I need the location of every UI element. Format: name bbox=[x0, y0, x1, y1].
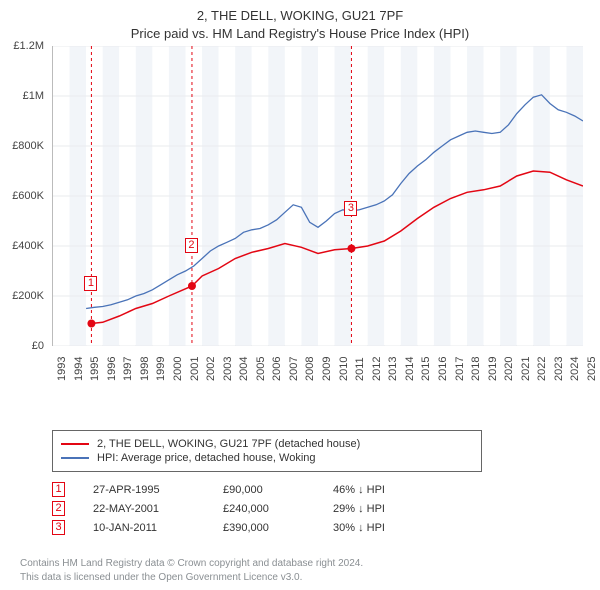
x-tick-label: 1999 bbox=[155, 357, 159, 381]
x-tick-label: 1994 bbox=[73, 357, 77, 381]
title-sub: Price paid vs. HM Land Registry's House … bbox=[0, 26, 600, 41]
x-tick-label: 2008 bbox=[304, 357, 308, 381]
x-tick-label: 1998 bbox=[139, 357, 143, 381]
legend-swatch bbox=[61, 443, 89, 445]
plot-svg bbox=[53, 46, 583, 346]
x-tick-label: 2011 bbox=[354, 357, 358, 381]
chart-titles: 2, THE DELL, WOKING, GU21 7PF Price paid… bbox=[0, 0, 600, 41]
sale-marker-1: 1 bbox=[84, 276, 97, 291]
title-main: 2, THE DELL, WOKING, GU21 7PF bbox=[0, 8, 600, 23]
x-tick-label: 2015 bbox=[420, 357, 424, 381]
sales-date: 10-JAN-2011 bbox=[93, 522, 223, 534]
legend-label: 2, THE DELL, WOKING, GU21 7PF (detached … bbox=[97, 438, 360, 450]
legend-item: 2, THE DELL, WOKING, GU21 7PF (detached … bbox=[61, 438, 473, 450]
x-tick-label: 1996 bbox=[106, 357, 110, 381]
sale-marker-3: 3 bbox=[344, 201, 357, 216]
x-axis: 1993 1994 1995 1996 1997 1998 1999 2000 2001 2002… bbox=[52, 349, 582, 385]
sales-date: 27-APR-1995 bbox=[93, 484, 223, 496]
x-tick-label: 2016 bbox=[437, 357, 441, 381]
x-tick-label: 2014 bbox=[404, 357, 408, 381]
sales-date: 22-MAY-2001 bbox=[93, 503, 223, 515]
sales-price: £240,000 bbox=[223, 503, 333, 515]
y-tick-label: £0 bbox=[0, 340, 44, 352]
x-tick-label: 1993 bbox=[56, 357, 60, 381]
x-tick-label: 2005 bbox=[255, 357, 259, 381]
y-tick-label: £1.2M bbox=[0, 40, 44, 52]
sales-diff: 29% ↓ HPI bbox=[333, 503, 443, 515]
sales-marker: 1 bbox=[52, 482, 65, 497]
footer: Contains HM Land Registry data © Crown c… bbox=[20, 557, 363, 584]
legend-swatch bbox=[61, 457, 89, 459]
x-tick-label: 2000 bbox=[172, 357, 176, 381]
x-tick-label: 2004 bbox=[238, 357, 242, 381]
sales-price: £90,000 bbox=[223, 484, 333, 496]
x-tick-label: 2019 bbox=[487, 357, 491, 381]
x-tick-label: 2006 bbox=[271, 357, 275, 381]
x-tick-label: 1997 bbox=[122, 357, 126, 381]
x-tick-label: 2009 bbox=[321, 357, 325, 381]
sales-row: 1 27-APR-1995£90,00046% ↓ HPI bbox=[52, 482, 552, 497]
x-tick-label: 2017 bbox=[454, 357, 458, 381]
sale-marker-2: 2 bbox=[185, 238, 198, 253]
sales-row: 2 22-MAY-2001£240,00029% ↓ HPI bbox=[52, 501, 552, 516]
legend: 2, THE DELL, WOKING, GU21 7PF (detached … bbox=[52, 430, 482, 472]
y-axis: £0£200K£400K£600K£800K£1M£1.2M bbox=[0, 46, 48, 346]
sales-table: 1 27-APR-1995£90,00046% ↓ HPI 2 22-MAY-2001… bbox=[52, 478, 552, 539]
y-tick-label: £400K bbox=[0, 240, 44, 252]
footer-line-1: Contains HM Land Registry data © Crown c… bbox=[20, 557, 363, 571]
legend-item: HPI: Average price, detached house, Woki… bbox=[61, 452, 473, 464]
plot-area: 1 2 3 bbox=[52, 46, 582, 346]
y-tick-label: £1M bbox=[0, 90, 44, 102]
sales-price: £390,000 bbox=[223, 522, 333, 534]
x-tick-label: 2023 bbox=[553, 357, 557, 381]
sales-row: 3 10-JAN-2011£390,00030% ↓ HPI bbox=[52, 520, 552, 535]
chart-area: £0£200K£400K£600K£800K£1M£1.2M 123 19931… bbox=[0, 46, 600, 386]
x-tick-label: 2025 bbox=[586, 357, 590, 381]
x-tick-label: 2021 bbox=[520, 357, 524, 381]
x-tick-label: 2012 bbox=[371, 357, 375, 381]
y-tick-label: £200K bbox=[0, 290, 44, 302]
sales-marker: 2 bbox=[52, 501, 65, 516]
x-tick-label: 1995 bbox=[89, 357, 93, 381]
sales-diff: 30% ↓ HPI bbox=[333, 522, 443, 534]
legend-label: HPI: Average price, detached house, Woki… bbox=[97, 452, 316, 464]
sales-diff: 46% ↓ HPI bbox=[333, 484, 443, 496]
y-tick-label: £800K bbox=[0, 140, 44, 152]
x-tick-label: 2003 bbox=[222, 357, 226, 381]
y-tick-label: £600K bbox=[0, 190, 44, 202]
x-tick-label: 2013 bbox=[387, 357, 391, 381]
sales-marker: 3 bbox=[52, 520, 65, 535]
x-tick-label: 2010 bbox=[338, 357, 342, 381]
x-tick-label: 2022 bbox=[536, 357, 540, 381]
x-tick-label: 2018 bbox=[470, 357, 474, 381]
x-tick-label: 2007 bbox=[288, 357, 292, 381]
footer-line-2: This data is licensed under the Open Gov… bbox=[20, 571, 363, 585]
x-tick-label: 2002 bbox=[205, 357, 209, 381]
x-tick-label: 2020 bbox=[503, 357, 507, 381]
x-tick-label: 2001 bbox=[189, 357, 193, 381]
x-tick-label: 2024 bbox=[569, 357, 573, 381]
